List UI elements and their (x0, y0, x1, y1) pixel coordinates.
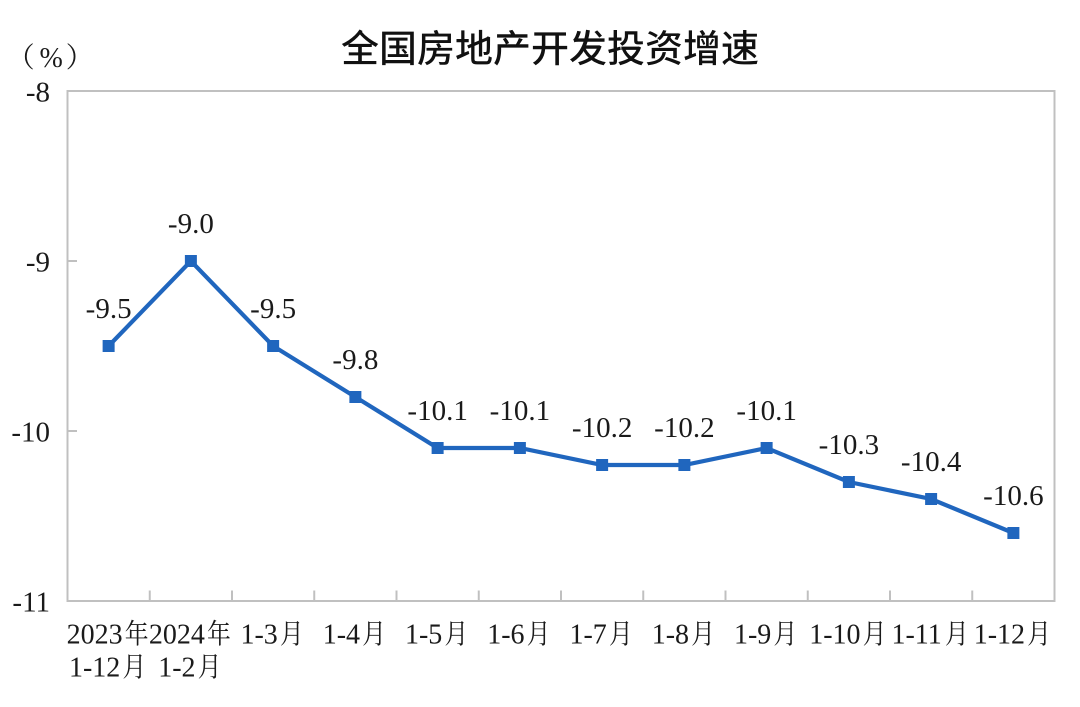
svg-text:-10.1: -10.1 (736, 395, 796, 427)
svg-text:1-7: 1-7 (569, 620, 606, 651)
svg-text:2024: 2024 (149, 620, 205, 651)
svg-text:-10.6: -10.6 (983, 480, 1043, 512)
svg-text:-11: -11 (12, 586, 50, 618)
svg-text:1-2: 1-2 (158, 653, 195, 684)
svg-text:-9: -9 (26, 246, 50, 278)
svg-text:1-3: 1-3 (240, 620, 277, 651)
svg-text:%: % (40, 43, 63, 74)
svg-text:1-12: 1-12 (69, 653, 120, 684)
svg-text:-9.8: -9.8 (332, 344, 378, 376)
svg-text:1-11: 1-11 (891, 620, 941, 651)
svg-text:-10.4: -10.4 (901, 446, 962, 478)
svg-text:-9.5: -9.5 (250, 293, 296, 325)
svg-text:1-5: 1-5 (405, 620, 442, 651)
svg-text:-10.2: -10.2 (654, 412, 714, 444)
svg-text:-10.3: -10.3 (819, 429, 879, 461)
svg-text:2023: 2023 (67, 620, 123, 651)
svg-text:1-9: 1-9 (734, 620, 771, 651)
svg-text:1-12: 1-12 (974, 620, 1025, 651)
svg-text:-10: -10 (11, 416, 50, 448)
svg-text:-10.1: -10.1 (407, 395, 467, 427)
svg-text:1-8: 1-8 (652, 620, 689, 651)
svg-text:1-4: 1-4 (323, 620, 360, 651)
svg-text:1-6: 1-6 (487, 620, 524, 651)
svg-text:-10.1: -10.1 (490, 395, 550, 427)
svg-text:1-10: 1-10 (809, 620, 860, 651)
svg-text:-8: -8 (26, 76, 50, 108)
svg-text:-9.5: -9.5 (86, 293, 132, 325)
svg-text:-10.2: -10.2 (572, 412, 632, 444)
svg-text:-9.0: -9.0 (168, 208, 214, 240)
